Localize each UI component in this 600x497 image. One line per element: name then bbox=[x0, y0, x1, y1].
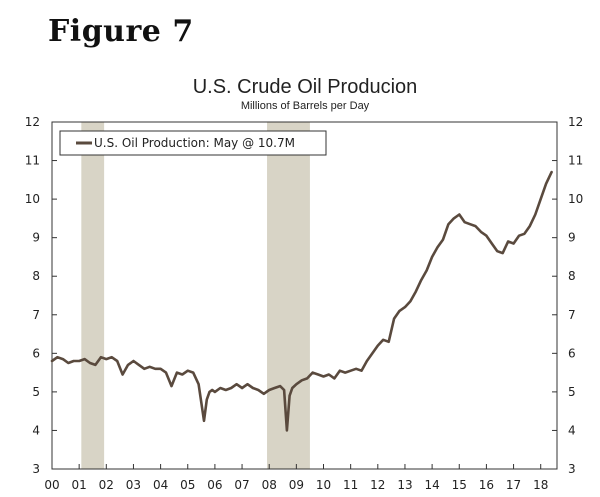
x-tick-label-04: 04 bbox=[153, 478, 168, 492]
figure-label: Figure 7 bbox=[48, 14, 194, 49]
series-line-1 bbox=[50, 170, 553, 432]
x-tick-label-02: 02 bbox=[99, 478, 114, 492]
y-right-tick-label-5: 5 bbox=[568, 385, 576, 399]
recession-shading-layer bbox=[81, 122, 310, 469]
recession-band-1 bbox=[81, 122, 105, 469]
axes bbox=[51, 121, 558, 470]
y-right-tick-label-7: 7 bbox=[568, 308, 576, 322]
y-left-tick-label-8: 8 bbox=[32, 269, 40, 283]
legend-box bbox=[59, 130, 327, 156]
x-tick-label-07: 07 bbox=[234, 478, 249, 492]
y-left-tick-label-5: 5 bbox=[32, 385, 40, 399]
x-tick-label-10: 10 bbox=[316, 478, 331, 492]
x-tick-label-00: 00 bbox=[44, 478, 59, 492]
chart-title: U.S. Crude Oil Producion bbox=[193, 76, 418, 98]
x-tick-label-05: 05 bbox=[180, 478, 195, 492]
x-tick-label-14: 14 bbox=[424, 478, 439, 492]
legend: U.S. Oil Production: May @ 10.7M bbox=[59, 130, 327, 156]
y-axis-right-ticks: 12 11 10 9 8 7 6 5 4 3 bbox=[552, 115, 583, 476]
y-left-tick-label-10: 10 bbox=[25, 192, 40, 206]
chart-subtitle: Millions of Barrels per Day bbox=[241, 100, 370, 112]
x-tick-label-16: 16 bbox=[479, 478, 494, 492]
x-axis-ticks: 00 01 02 03 04 05 06 07 08 09 10 11 12 13 14 15 16 17 18 bbox=[44, 464, 548, 492]
y-left-tick-label-11: 11 bbox=[25, 154, 40, 168]
y-axis-left-ticks: 12 11 10 9 8 7 6 5 4 3 bbox=[25, 115, 57, 476]
y-left-tick-label-4: 4 bbox=[32, 423, 40, 437]
y-right-tick-label-6: 6 bbox=[568, 346, 576, 360]
y-left-tick-label-3: 3 bbox=[32, 462, 40, 476]
x-tick-label-17: 17 bbox=[506, 478, 521, 492]
x-tick-label-09: 09 bbox=[289, 478, 304, 492]
x-tick-label-15: 15 bbox=[452, 478, 467, 492]
x-tick-label-01: 01 bbox=[72, 478, 87, 492]
legend-entry: U.S. Oil Production: May @ 10.7M bbox=[94, 136, 295, 150]
y-left-tick-label-9: 9 bbox=[32, 231, 40, 245]
series-layer bbox=[50, 170, 553, 432]
plot-frame bbox=[51, 121, 558, 470]
y-right-tick-label-9: 9 bbox=[568, 231, 576, 245]
y-left-tick-label-12: 12 bbox=[25, 115, 40, 129]
x-tick-label-11: 11 bbox=[343, 478, 358, 492]
x-tick-label-08: 08 bbox=[262, 478, 277, 492]
y-right-tick-label-8: 8 bbox=[568, 269, 576, 283]
y-right-tick-label-4: 4 bbox=[568, 423, 576, 437]
y-left-tick-label-7: 7 bbox=[32, 308, 40, 322]
y-left-tick-label-6: 6 bbox=[32, 346, 40, 360]
y-right-tick-label-12: 12 bbox=[568, 115, 583, 129]
x-tick-label-13: 13 bbox=[397, 478, 412, 492]
x-tick-label-18: 18 bbox=[533, 478, 548, 492]
y-right-tick-label-10: 10 bbox=[568, 192, 583, 206]
x-tick-label-12: 12 bbox=[370, 478, 385, 492]
y-right-tick-label-3: 3 bbox=[568, 462, 576, 476]
x-tick-label-03: 03 bbox=[126, 478, 141, 492]
y-right-tick-label-11: 11 bbox=[568, 154, 583, 168]
x-tick-label-06: 06 bbox=[207, 478, 222, 492]
